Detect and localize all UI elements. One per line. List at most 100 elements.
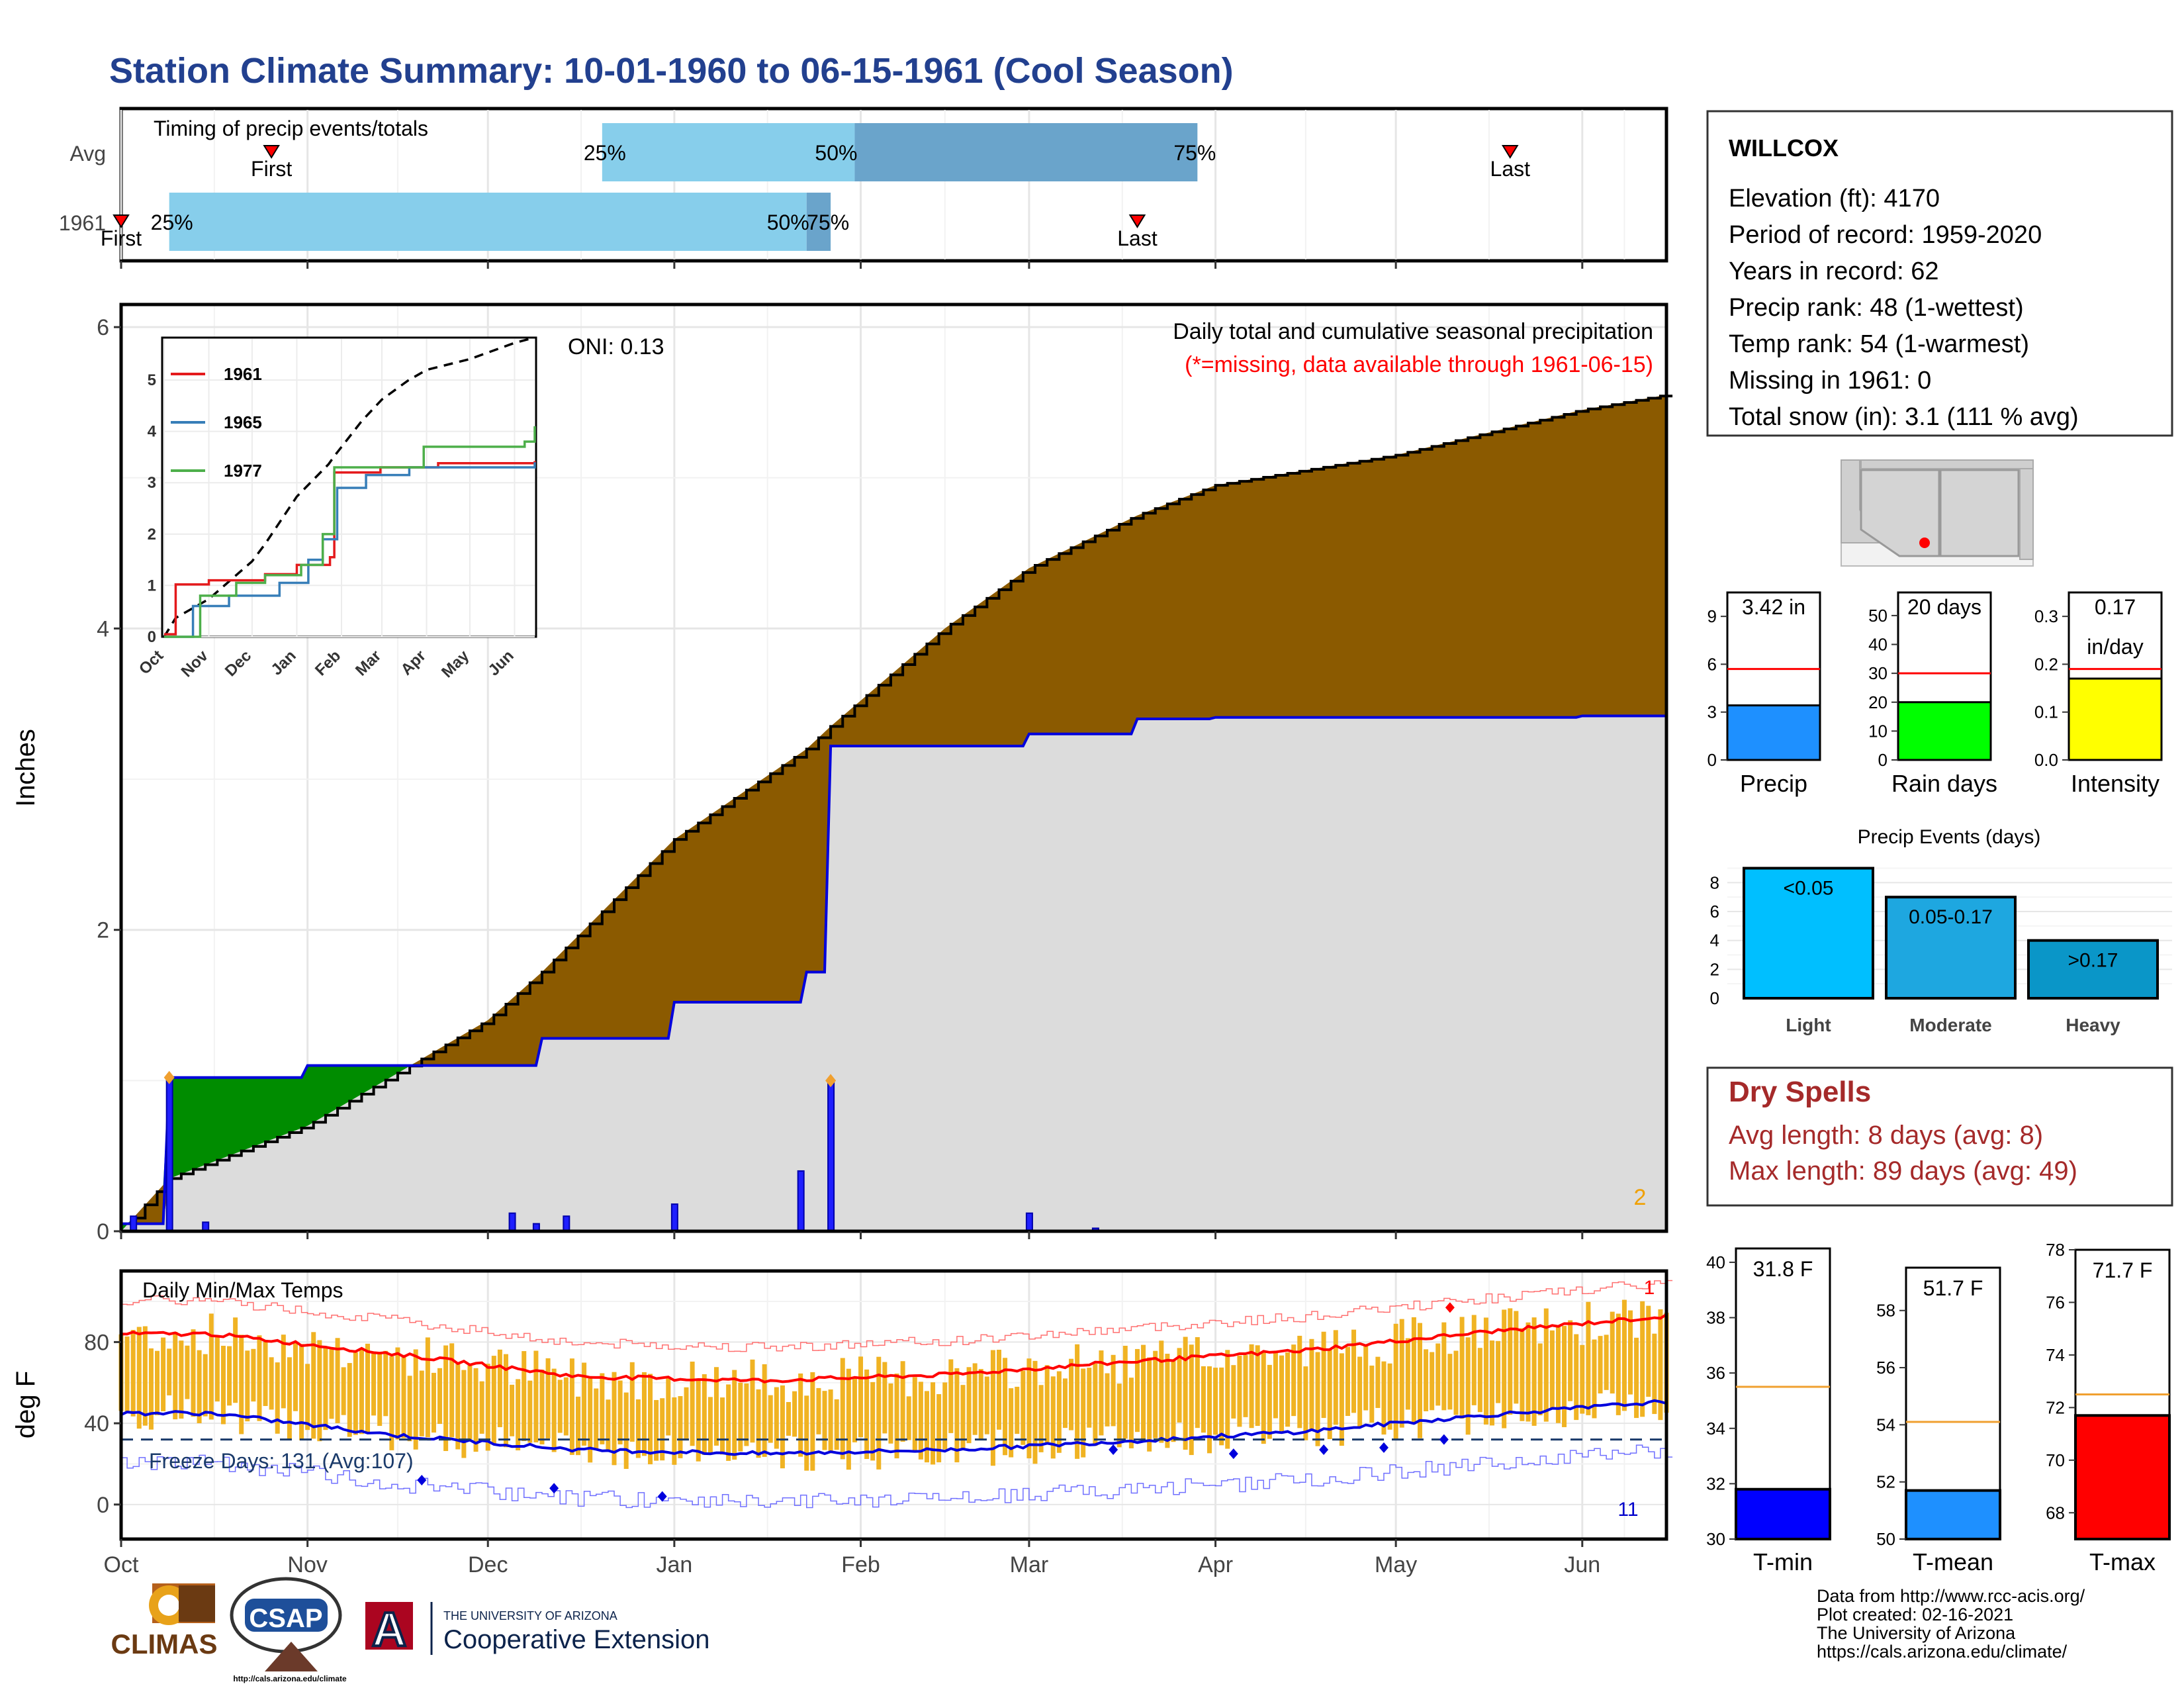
precip-missing-note: (*=missing, data available through 1961-… xyxy=(1185,352,1653,377)
temp-stat-y-tick-label: 78 xyxy=(2046,1240,2065,1260)
daily-temp-range-bar xyxy=(798,1373,803,1457)
daily-temp-range-bar xyxy=(726,1384,731,1461)
daily-temp-range-bar xyxy=(834,1399,839,1450)
temp-y-tick-label: 80 xyxy=(84,1330,109,1355)
daily-temp-range-bar xyxy=(1471,1315,1477,1405)
timing-marker-first xyxy=(113,214,130,228)
inset-legend-label: 1977 xyxy=(224,461,262,481)
precip-event-bin-label: 0.05-0.17 xyxy=(1909,906,1993,928)
inset-legend-label: 1965 xyxy=(224,412,262,432)
daily-temp-range-bar xyxy=(1116,1383,1122,1448)
daily-temp-range-bar xyxy=(774,1387,779,1449)
temp-title: Daily Min/Max Temps xyxy=(142,1278,343,1302)
timing-bar-second-half xyxy=(806,193,831,251)
oni-label: ONI: 0.13 xyxy=(568,334,664,359)
csap-url: http://cals.arizona.edu/climate xyxy=(233,1674,347,1683)
daily-temp-range-bar xyxy=(1520,1328,1525,1421)
daily-temp-range-bar xyxy=(1219,1367,1224,1446)
precip-corner-count: 2 xyxy=(1634,1185,1647,1210)
daily-temp-range-bar xyxy=(582,1362,587,1446)
daily-temp-range-bar xyxy=(1580,1344,1585,1414)
stat-y-tick-label: 0.3 xyxy=(2034,606,2058,626)
observed-cumulative-area xyxy=(121,716,1666,1231)
stat-y-tick-label: 3 xyxy=(1707,702,1717,722)
inset-y-tick-label: 0 xyxy=(148,628,156,646)
locator-map xyxy=(1841,459,2034,567)
daily-temp-range-bar xyxy=(1237,1355,1242,1427)
record-low-marker xyxy=(1379,1442,1388,1453)
daily-temp-range-bar xyxy=(1441,1322,1447,1411)
daily-temp-range-bar xyxy=(972,1363,978,1435)
daily-temp-range-bar xyxy=(522,1351,527,1441)
daily-temp-range-bar xyxy=(750,1359,755,1443)
station-location-dot xyxy=(1919,538,1930,548)
temp-stat-value: 51.7 F xyxy=(1923,1276,1983,1300)
temp-stat-y-tick-label: 52 xyxy=(1876,1472,1895,1492)
daily-temp-range-bar xyxy=(389,1356,394,1450)
daily-temp-range-bar xyxy=(1345,1346,1350,1416)
station-info-line: Missing in 1961: 0 xyxy=(1729,367,1931,395)
daily-temp-range-bar xyxy=(707,1397,713,1453)
daily-temp-range-bar xyxy=(179,1340,184,1419)
logo-row: CLIMAS CSAP http://cals.arizona.edu/clim… xyxy=(111,1577,709,1683)
temp-stat-y-tick-label: 30 xyxy=(1706,1529,1725,1549)
temp-stat-caption: T-mean xyxy=(1913,1548,1993,1575)
daily-temp-range-bar xyxy=(870,1382,876,1461)
daily-temp-range-bar xyxy=(738,1382,743,1452)
daily-precip-bar xyxy=(1025,1212,1033,1233)
timing-label-first: First xyxy=(101,226,142,250)
daily-temp-range-bar xyxy=(828,1389,833,1454)
daily-temp-range-bar xyxy=(1171,1359,1176,1442)
stat-y-tick-label: 10 xyxy=(1868,721,1888,741)
daily-temp-range-bar xyxy=(1496,1340,1501,1403)
dry-spells-box: Dry Spells Avg length: 8 days (avg: 8) M… xyxy=(1706,1066,2173,1207)
stat-y-tick-label: 30 xyxy=(1868,663,1888,683)
daily-temp-range-bar xyxy=(461,1370,467,1458)
daily-temp-range-bar xyxy=(503,1354,508,1448)
daily-temp-range-bar xyxy=(1369,1365,1375,1423)
daily-temp-range-bar xyxy=(317,1340,322,1442)
daily-temp-range-bar xyxy=(816,1387,821,1434)
daily-temp-range-bar xyxy=(1333,1330,1338,1425)
daily-temp-range-bar xyxy=(654,1399,659,1461)
temp-stat-bar-t-mean xyxy=(1905,1489,2001,1541)
daily-temp-range-bar xyxy=(1502,1309,1507,1429)
daily-temp-range-bar xyxy=(251,1348,256,1402)
university-of-arizona-logo: A THE UNIVERSITY OF ARIZONA Cooperative … xyxy=(365,1602,709,1658)
events-y-tick-label: 2 xyxy=(1710,959,1719,979)
daily-temp-range-bar xyxy=(467,1365,473,1440)
daily-temp-range-bar xyxy=(1225,1350,1230,1449)
daily-precip-bar xyxy=(827,1080,835,1232)
daily-temp-range-bar xyxy=(1285,1352,1291,1427)
daily-temp-range-bar xyxy=(1634,1337,1639,1419)
max-day-marker xyxy=(825,1074,837,1088)
daily-temp-range-bar xyxy=(666,1377,671,1436)
precip-event-bin-label: <0.05 xyxy=(1784,878,1834,900)
inset-legend-label: 1961 xyxy=(224,364,262,384)
temp-stat-y-tick-label: 76 xyxy=(2046,1292,2065,1312)
daily-temp-range-bar xyxy=(852,1377,857,1442)
temp-stat-bar-t-max xyxy=(2074,1414,2171,1540)
daily-temp-range-bar xyxy=(1189,1344,1194,1456)
daily-temp-range-bar xyxy=(443,1345,449,1452)
temp-y-tick-label: 40 xyxy=(84,1411,109,1436)
daily-temp-range-bar xyxy=(1255,1345,1260,1427)
daily-temp-range-bar xyxy=(1128,1378,1134,1448)
temp-stat-value: 31.8 F xyxy=(1753,1257,1813,1281)
record-low-marker xyxy=(1109,1444,1118,1455)
daily-temp-range-bar xyxy=(1134,1348,1140,1432)
daily-temp-range-bar xyxy=(1615,1313,1621,1415)
precip-event-bar-light xyxy=(1743,867,1874,1000)
x-month-label: May xyxy=(1375,1552,1417,1577)
daily-temp-range-bar xyxy=(1291,1344,1297,1417)
daily-temp-range-bar xyxy=(1574,1334,1579,1421)
daily-temp-range-bar xyxy=(491,1356,496,1444)
daily-temp-range-bar xyxy=(257,1335,262,1421)
daily-temp-range-bar xyxy=(1141,1344,1146,1440)
ua-cooperative-extension: Cooperative Extension xyxy=(443,1625,709,1654)
daily-temp-range-bar xyxy=(1562,1325,1567,1427)
daily-temp-range-bar xyxy=(1003,1358,1008,1456)
daily-temp-range-bar xyxy=(1032,1360,1038,1464)
daily-temp-range-bar xyxy=(1465,1337,1471,1435)
daily-temp-range-bar xyxy=(744,1383,749,1446)
